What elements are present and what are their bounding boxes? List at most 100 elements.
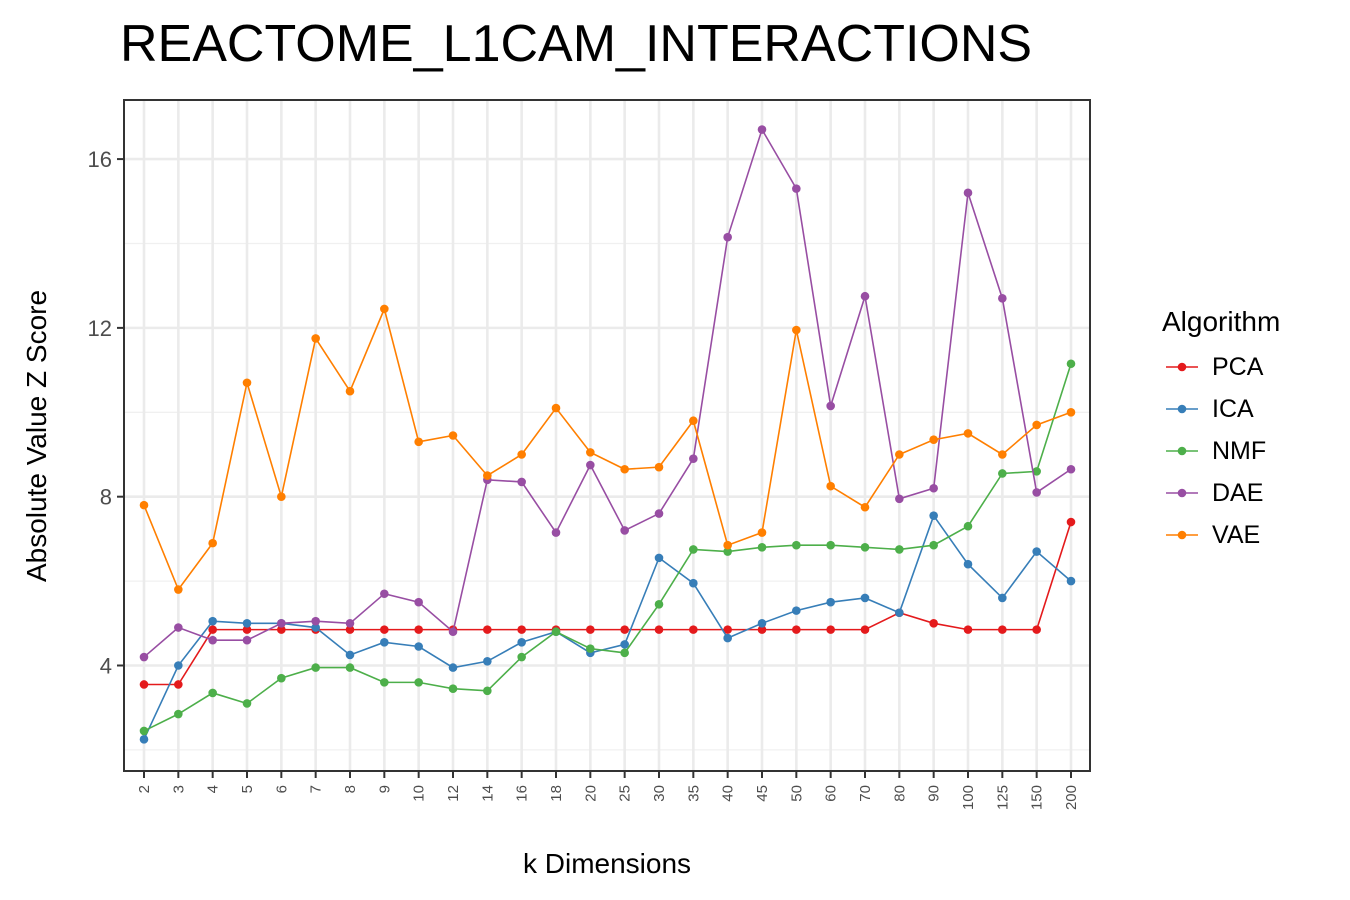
x-tick-label: 80 [891,785,908,802]
data-point-dae [757,125,767,134]
data-point-pca [689,625,698,634]
data-point-ica [723,633,732,643]
data-point-vae [998,450,1007,459]
data-point-ica [654,553,664,563]
y-tick-label: 12 [88,316,112,341]
x-tick-label: 125 [994,785,1011,810]
data-point-nmf [139,726,149,736]
data-point-vae [826,481,835,491]
data-point-dae [689,454,698,464]
data-point-dae [242,635,252,645]
data-point-dae [963,188,973,198]
data-point-ica [139,735,149,744]
x-tick-label: 25 [617,785,634,802]
legend-key-pca [1166,362,1198,372]
data-point-ica [208,616,217,626]
data-point-dae [723,232,732,242]
x-tick-label: 35 [685,785,702,802]
data-point-ica [792,606,801,615]
data-point-ica [620,640,629,649]
data-point-pca [345,625,355,634]
x-tick-label: 4 [205,785,222,793]
legend-key-nmf [1166,446,1198,456]
series-line-pca [144,521,1072,686]
legend-label: ICA [1212,394,1254,423]
x-tick-label: 70 [857,785,874,802]
data-point-pca [860,625,870,634]
data-point-dae [654,509,664,518]
data-point-nmf [311,663,320,672]
data-point-vae [277,492,286,501]
data-point-nmf [586,644,595,653]
x-tick-label: 7 [308,785,325,793]
data-point-dae [311,616,320,626]
data-point-vae [860,502,870,512]
data-point-dae [792,184,801,193]
data-point-ica [757,618,767,628]
data-point-vae [792,325,801,335]
data-point-nmf [792,540,801,550]
legend-item-dae: DAE [1162,472,1280,514]
data-point-nmf [380,678,389,687]
data-point-pca [792,625,801,634]
data-point-nmf [414,678,423,687]
x-tick-label: 45 [754,785,771,802]
x-tick-label: 2 [136,785,153,793]
data-point-ica [311,623,320,632]
x-tick-label: 100 [960,785,977,810]
data-point-vae [380,304,389,314]
data-point-ica [448,663,458,672]
data-point-vae [1032,420,1041,430]
data-point-dae [929,483,938,493]
legend-label: NMF [1212,436,1267,465]
data-point-ica [826,597,835,607]
data-point-ica [242,618,252,628]
data-point-dae [517,477,526,487]
data-point-pca [963,625,973,634]
data-point-dae [208,635,217,645]
data-point-dae [1066,464,1076,474]
x-tick-label: 3 [170,785,187,793]
data-point-ica [517,637,526,647]
legend-item-nmf: NMF [1162,430,1280,472]
data-point-nmf [826,540,835,550]
data-point-dae [139,652,149,662]
x-axis-title: k Dimensions [522,848,692,879]
data-point-nmf [1066,359,1076,369]
x-tick-label: 18 [548,785,565,802]
data-point-nmf [1032,467,1041,476]
data-point-ica [345,650,355,660]
series-line-vae [143,306,1072,592]
legend-title: Algorithm [1162,306,1281,337]
data-point-pca [174,680,183,689]
data-point-nmf [998,469,1007,478]
data-point-ica [860,593,870,603]
data-point-nmf [551,627,561,637]
legend-key-dae [1166,488,1198,498]
data-point-ica [1032,547,1041,556]
data-point-nmf [483,686,492,696]
y-tick-label: 16 [88,147,112,172]
data-point-ica [963,559,973,569]
legend-label: DAE [1212,478,1264,507]
data-point-ica [929,511,938,520]
data-point-pca [757,625,767,634]
data-point-nmf [345,663,355,672]
data-point-ica [483,656,492,666]
data-point-dae [345,618,355,628]
data-point-nmf [448,684,458,694]
data-point-ica [174,661,183,670]
data-point-pca [929,618,938,628]
plot-panel [124,100,1090,771]
series-line-ica [143,513,1072,740]
data-point-nmf [208,688,217,698]
series-line-nmf [143,363,1072,732]
data-point-dae [586,460,595,470]
data-point-ica [998,593,1007,603]
legend-key-point [1177,488,1187,498]
legend-item-vae: VAE [1162,514,1280,556]
data-point-pca [277,625,286,634]
data-point-pca [139,680,149,689]
data-point-dae [414,597,423,607]
data-point-dae [620,526,629,535]
